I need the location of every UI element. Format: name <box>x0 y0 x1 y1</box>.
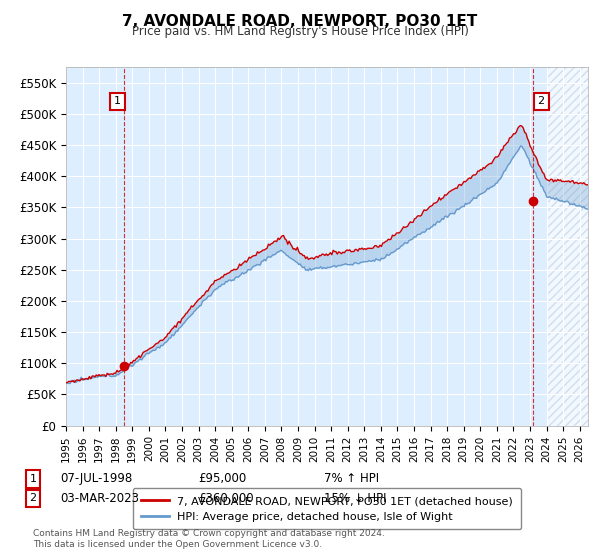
Text: Contains HM Land Registry data © Crown copyright and database right 2024.
This d: Contains HM Land Registry data © Crown c… <box>33 529 385 549</box>
Text: 1: 1 <box>29 474 37 484</box>
Text: 07-JUL-1998: 07-JUL-1998 <box>60 472 132 486</box>
Text: 7% ↑ HPI: 7% ↑ HPI <box>324 472 379 486</box>
Legend: 7, AVONDALE ROAD, NEWPORT, PO30 1ET (detached house), HPI: Average price, detach: 7, AVONDALE ROAD, NEWPORT, PO30 1ET (det… <box>133 488 521 529</box>
Text: 2: 2 <box>538 96 545 106</box>
Text: 1: 1 <box>114 96 121 106</box>
Text: £360,000: £360,000 <box>198 492 254 505</box>
Text: 7, AVONDALE ROAD, NEWPORT, PO30 1ET: 7, AVONDALE ROAD, NEWPORT, PO30 1ET <box>122 14 478 29</box>
Text: 03-MAR-2023: 03-MAR-2023 <box>60 492 139 505</box>
Text: 2: 2 <box>29 493 37 503</box>
Text: Price paid vs. HM Land Registry's House Price Index (HPI): Price paid vs. HM Land Registry's House … <box>131 25 469 38</box>
Text: £95,000: £95,000 <box>198 472 246 486</box>
Text: 15% ↓ HPI: 15% ↓ HPI <box>324 492 386 505</box>
